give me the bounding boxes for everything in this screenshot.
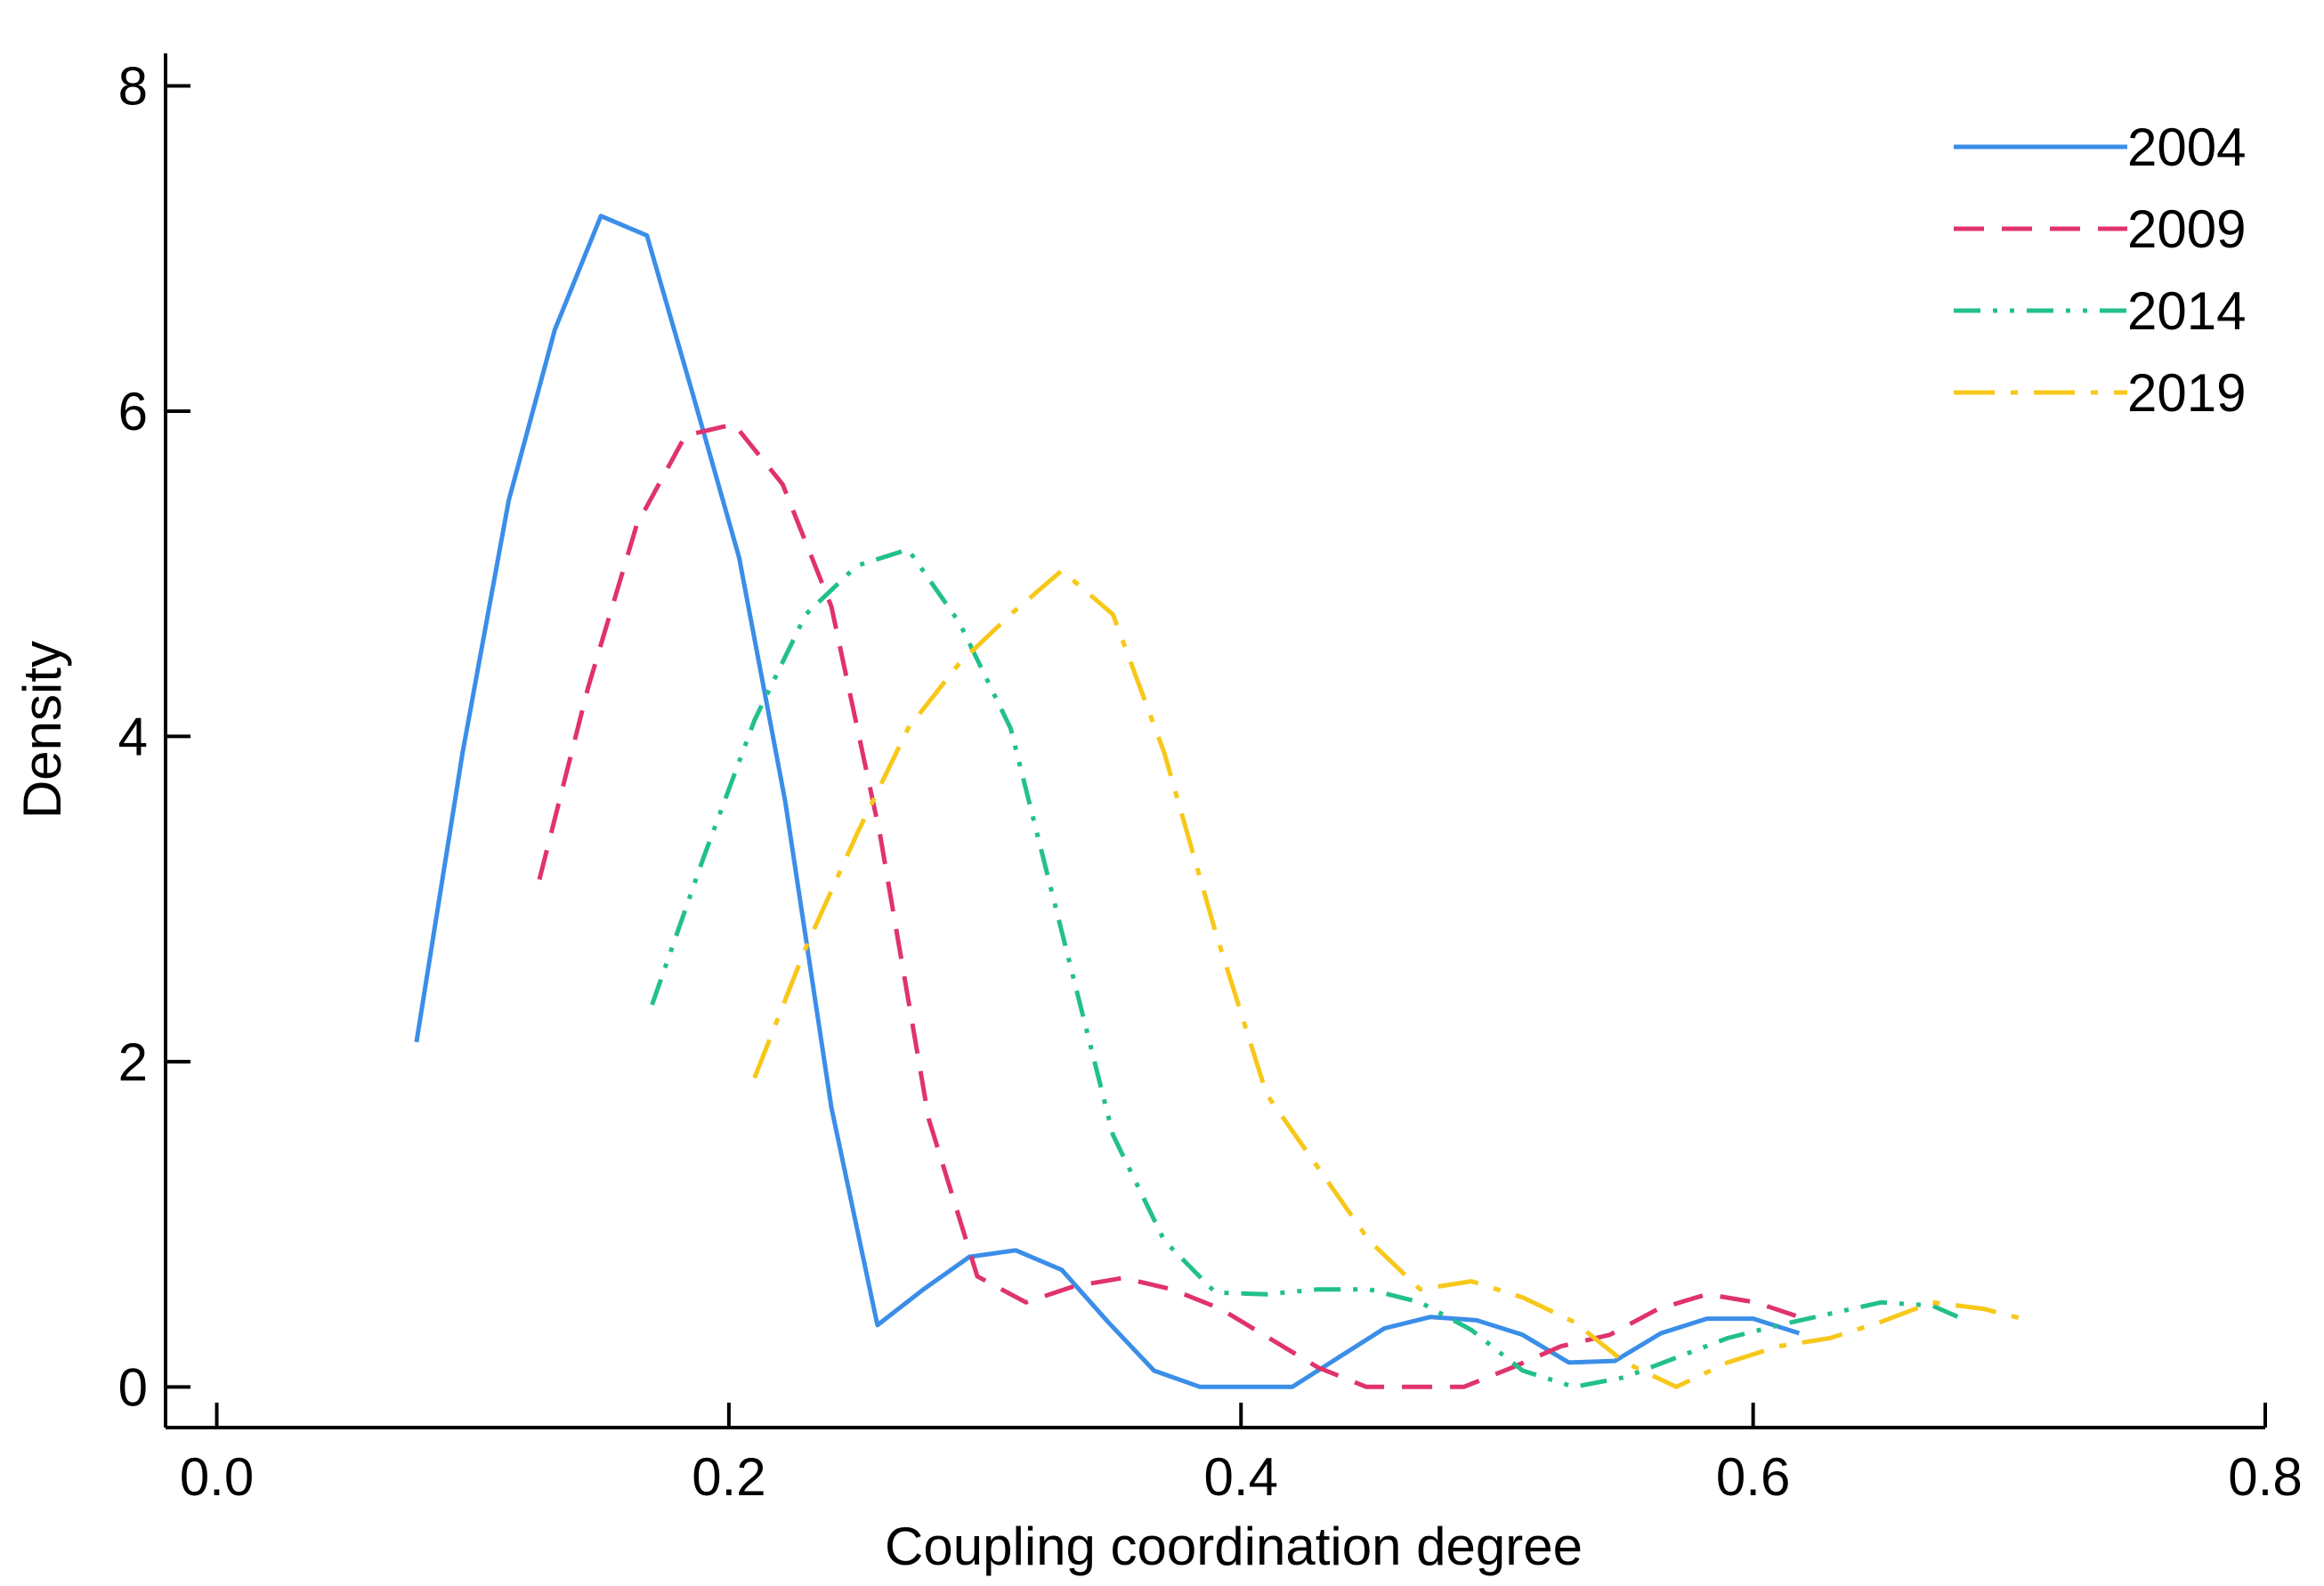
series-line-2014: [650, 546, 1959, 1389]
legend-label-2009: 2009: [2127, 199, 2246, 259]
x-axis-title: Coupling coordination degree: [885, 1517, 1583, 1576]
legend-label-2014: 2014: [2127, 281, 2246, 341]
legend-item-2004: 2004: [1954, 117, 2246, 177]
legend-item-2014: 2014: [1954, 281, 2246, 341]
y-tick-label-0: 0: [118, 1357, 148, 1417]
legend-label-2004: 2004: [2127, 117, 2246, 177]
y-tick-label-4: 4: [118, 707, 148, 766]
y-tick-label-8: 8: [118, 57, 148, 117]
legend-item-2009: 2009: [1954, 199, 2246, 259]
x-tick-label-0.0: 0.0: [180, 1447, 254, 1507]
y-axis-title: Density: [12, 641, 72, 819]
series-line-2009: [537, 422, 1805, 1389]
axes: [164, 53, 2265, 1429]
series-line-2019: [752, 568, 2023, 1389]
y-tick-label-2: 2: [118, 1032, 148, 1092]
x-tick-label-0.2: 0.2: [692, 1447, 765, 1507]
legend-item-2019: 2019: [1954, 363, 2246, 423]
series-line-2004: [414, 214, 1801, 1389]
x-tick-label-0.6: 0.6: [1716, 1447, 1790, 1507]
legend: 2004 2009 2014 2019: [1954, 117, 2246, 423]
series-layer: [414, 214, 2023, 1389]
x-tick-label-0.8: 0.8: [2228, 1447, 2302, 1507]
x-tick-label-0.4: 0.4: [1204, 1447, 1278, 1507]
legend-label-2019: 2019: [2127, 363, 2246, 423]
y-tick-label-6: 6: [118, 382, 148, 441]
ticks: 0.0 0.2 0.4 0.6 0.8 0 2 4 6 8: [118, 57, 2303, 1507]
